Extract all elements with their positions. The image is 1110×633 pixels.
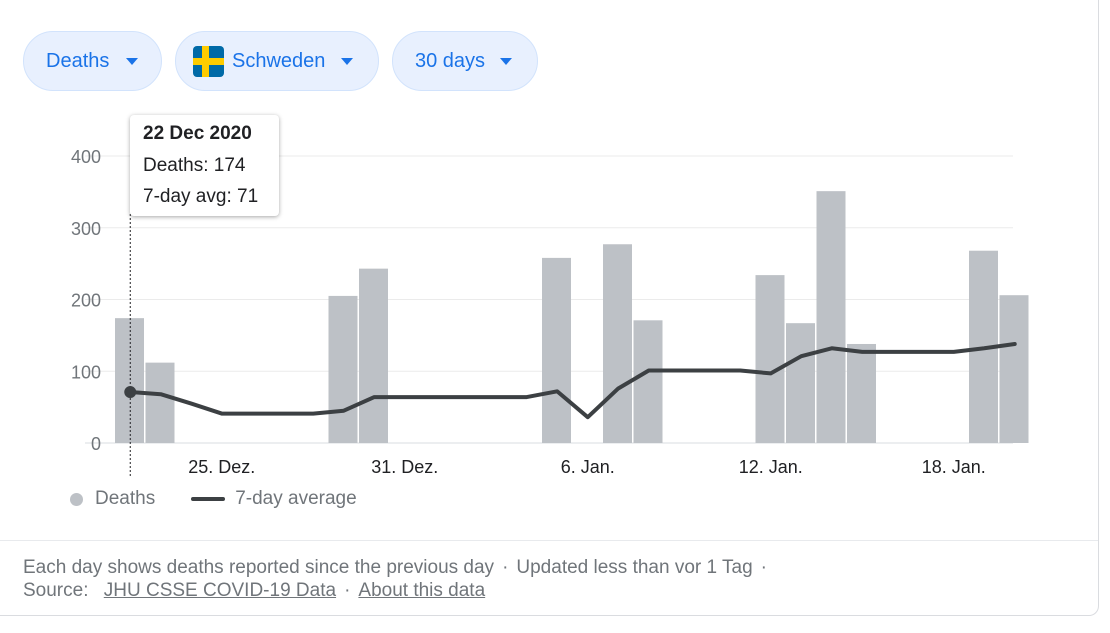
- deaths-bar: [633, 320, 663, 443]
- chevron-down-icon: [500, 57, 513, 65]
- footer-source-label: Source:: [23, 580, 89, 601]
- chevron-down-icon: [126, 57, 139, 65]
- legend-average-swatch: [191, 497, 226, 501]
- tooltip-average: 7-day avg: 71: [143, 186, 259, 207]
- y-tick-label: 100: [71, 362, 101, 382]
- chart-tooltip: 22 Dec 2020 Deaths: 174 7-day avg: 71: [130, 115, 279, 216]
- deaths-bar: [359, 268, 388, 443]
- tooltip-date: 22 Dec 2020: [143, 123, 252, 144]
- deaths-bar: [847, 343, 876, 443]
- legend-deaths-swatch: [70, 492, 83, 506]
- about-data-link[interactable]: About this data: [358, 580, 486, 601]
- hover-point: [124, 386, 137, 399]
- tooltip-deaths: Deaths: 174: [143, 155, 246, 176]
- deaths-bar: [542, 257, 571, 443]
- deaths-bar: [816, 191, 846, 443]
- deaths-bar: [115, 318, 144, 443]
- footer-updated: Updated less than vor 1 Tag: [516, 557, 753, 578]
- x-tick-label: 31. Dez.: [371, 457, 438, 477]
- range-dropdown[interactable]: 30 days: [392, 31, 538, 91]
- deaths-bar: [755, 275, 785, 443]
- deaths-chart[interactable]: 0 100 200 300 400 25. Dez. 31. Dez. 6. Jan. 12. …: [0, 0, 1110, 480]
- x-tick-label: 6. Jan.: [561, 457, 615, 477]
- metric-dropdown-label: Deaths: [46, 49, 110, 72]
- legend-average-label: 7-day average: [235, 488, 357, 509]
- footer-note: Each day shows deaths reported since the…: [23, 557, 495, 578]
- country-dropdown-label: Schweden: [232, 49, 326, 72]
- metric-dropdown[interactable]: Deaths: [23, 31, 162, 91]
- country-dropdown[interactable]: Schweden: [175, 31, 379, 91]
- y-tick-label: 0: [91, 434, 101, 454]
- y-tick-label: 300: [71, 219, 101, 239]
- range-dropdown-label: 30 days: [415, 49, 486, 72]
- x-tick-label: 18. Jan.: [922, 457, 986, 477]
- chevron-down-icon: [341, 57, 354, 65]
- average-line: [128, 341, 1017, 420]
- y-tick-label: 400: [71, 147, 101, 167]
- legend-deaths-label: Deaths: [95, 488, 156, 509]
- source-link[interactable]: JHU CSSE COVID-19 Data: [103, 580, 337, 601]
- deaths-bar: [786, 323, 815, 443]
- sweden-flag-icon: [193, 45, 224, 77]
- chart-legend: Deaths 7-day average: [70, 488, 357, 510]
- deaths-bar: [999, 295, 1029, 443]
- deaths-bar: [328, 295, 358, 443]
- y-tick-label: 200: [71, 291, 101, 311]
- x-tick-label: 25. Dez.: [188, 457, 255, 477]
- deaths-bar: [145, 362, 175, 443]
- deaths-bar: [603, 244, 632, 443]
- footer-divider: [0, 540, 1098, 541]
- x-tick-label: 12. Jan.: [739, 457, 803, 477]
- footer: Each day shows deaths reported since the…: [23, 557, 767, 601]
